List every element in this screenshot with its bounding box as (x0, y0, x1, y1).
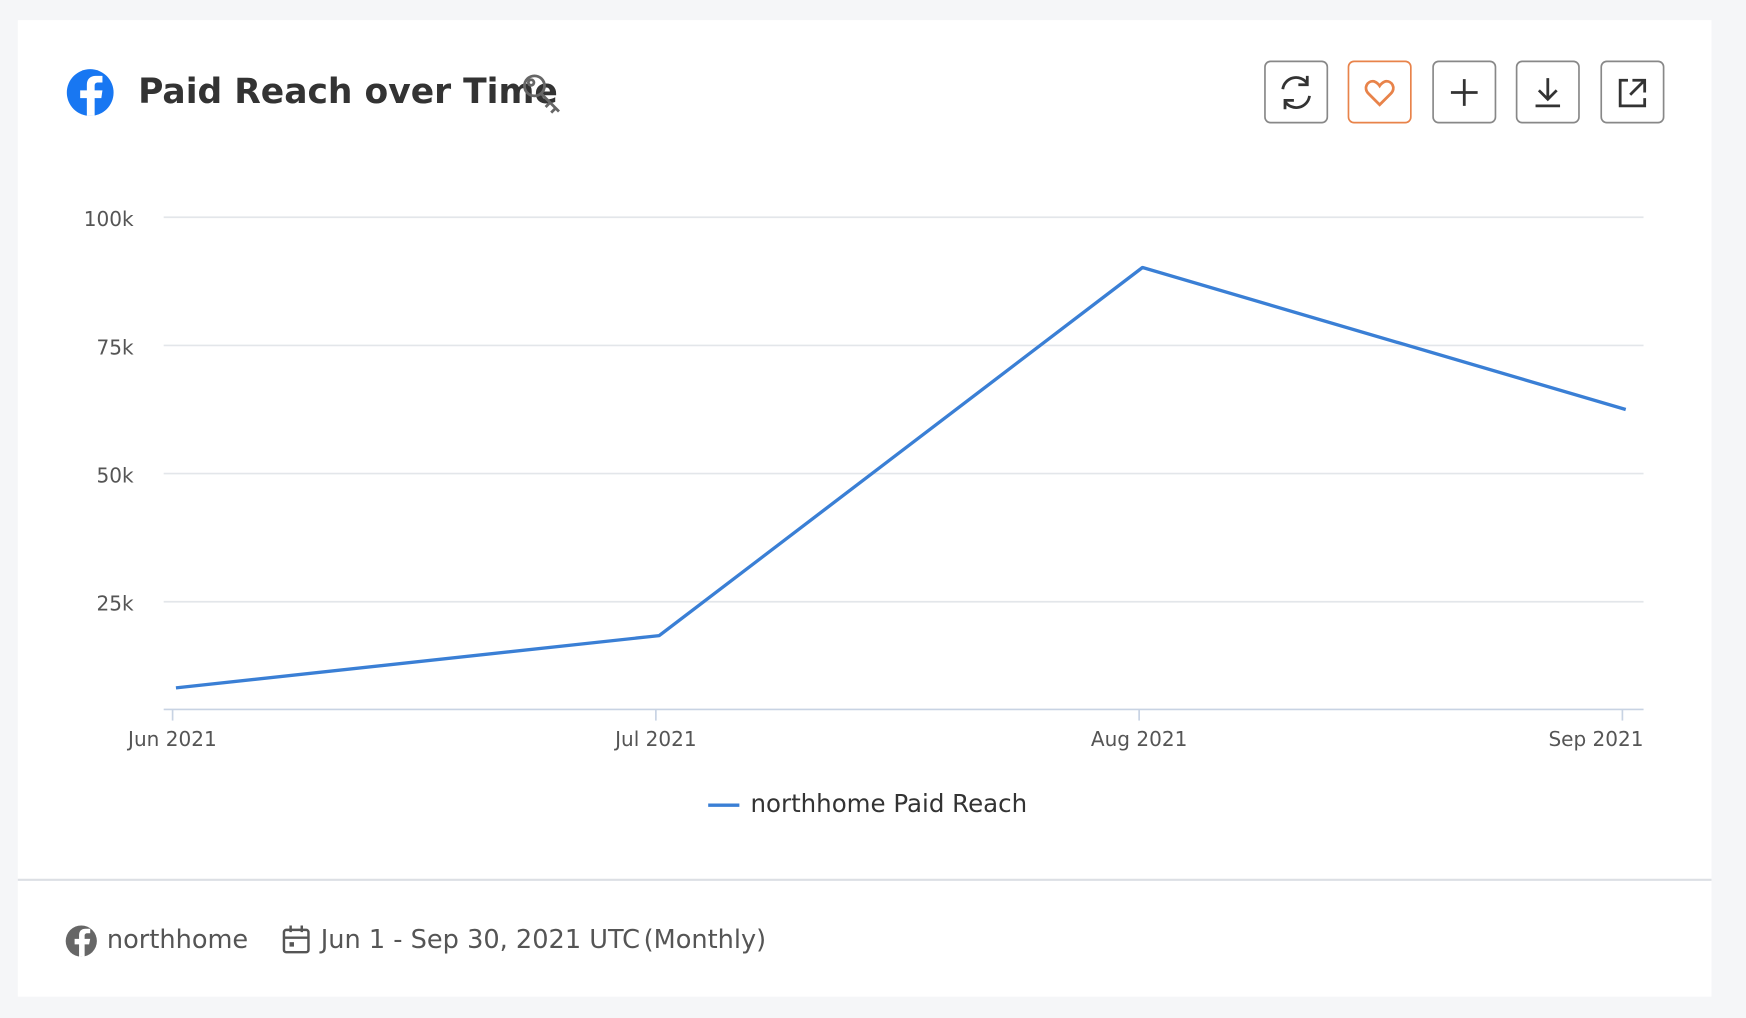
x-tick-label: Jun 2021 (126, 727, 217, 751)
facebook-icon (66, 69, 114, 116)
key-icon (523, 74, 560, 114)
favorite-button[interactable] (1347, 60, 1412, 124)
add-button[interactable] (1432, 60, 1497, 124)
x-tick-label: Aug 2021 (1091, 727, 1187, 751)
plot: 25k 50k 75k 100k Jun 2021 Jul 2021 Aug 2021 Sep… (84, 207, 1644, 818)
y-tick-label: 50k (97, 463, 134, 487)
legend-label: northhome Paid Reach (751, 789, 1028, 818)
y-tick-label: 75k (97, 335, 134, 359)
y-tick-label: 100k (84, 207, 134, 231)
x-tick-label: Sep 2021 (1548, 727, 1643, 751)
chart-title: Paid Reach over Time (138, 72, 558, 112)
open-button[interactable] (1600, 60, 1665, 124)
footer-interval: (Monthly) (644, 925, 767, 955)
x-tick-label: Jul 2021 (613, 727, 697, 751)
refresh-button[interactable] (1264, 60, 1329, 124)
y-tick-label: 25k (97, 592, 134, 616)
calendar-icon (282, 925, 310, 954)
card (17, 20, 1712, 997)
series-line (175, 265, 1627, 690)
footer-date-range: Jun 1 - Sep 30, 2021 UTC (319, 925, 640, 955)
footer-account-icon (65, 925, 97, 957)
footer-account: northhome (107, 925, 248, 955)
download-button[interactable] (1515, 60, 1580, 124)
